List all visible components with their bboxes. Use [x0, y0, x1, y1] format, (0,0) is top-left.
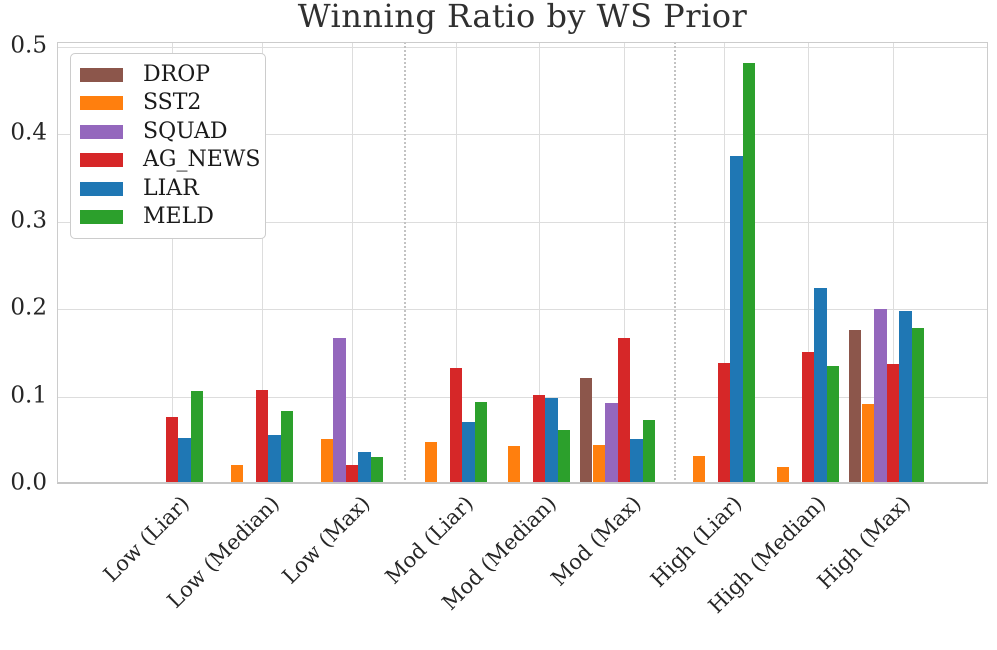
bar-ag-news-low-median [255, 389, 269, 484]
bar-ag-news-low-max [345, 464, 359, 484]
bar-sst2-high-max [861, 403, 875, 484]
bar-liar-mod-max [630, 439, 643, 484]
bar-liar-low-liar [178, 437, 191, 484]
bar-squad-low-max [333, 338, 346, 484]
bar-meld-low-median [280, 410, 294, 484]
legend-swatch-liar [80, 181, 123, 196]
bar-sst2-mod-liar [424, 442, 438, 484]
h-gridline-0.2 [57, 309, 988, 311]
v-gridline-mod-liar [456, 42, 457, 484]
legend-label-sst2: SST2 [143, 90, 202, 116]
bar-squad-high-max [874, 309, 887, 484]
x-tick-label-mod-max: Mod (Max) [546, 491, 647, 591]
legend-label-liar: LIAR [143, 175, 199, 201]
bar-sst2-mod-max [592, 444, 606, 484]
bar-liar-mod-median [545, 398, 558, 484]
bar-sst2-mod-median [507, 445, 521, 484]
y-tick-label-0-2: 0.2 [10, 294, 47, 321]
cluster-separator-1 [403, 42, 406, 484]
v-gridline-high-median [808, 42, 809, 484]
bar-sst2-high-median [776, 467, 790, 484]
bar-ag-news-high-max [886, 364, 900, 484]
bar-ag-news-mod-max [617, 338, 631, 484]
legend: DROP SST2 SQUAD AG_NEWS LIAR MELD [70, 53, 266, 239]
bar-liar-low-max [358, 451, 371, 484]
legend-swatch-meld [80, 209, 123, 224]
bar-drop-high-max [848, 330, 862, 484]
bar-meld-mod-liar [474, 401, 488, 484]
legend-item-drop: DROP [80, 64, 255, 86]
bar-meld-mod-max [642, 420, 656, 484]
y-tick-label-0-1: 0.1 [10, 382, 47, 409]
v-gridline-mod-max [624, 42, 625, 484]
bar-ag-news-high-liar [717, 363, 731, 484]
legend-swatch-squad [80, 124, 123, 139]
h-gridline-0.4 [57, 134, 988, 136]
legend-label-ag-news: AG_NEWS [143, 147, 261, 173]
bar-ag-news-high-median [801, 352, 815, 484]
legend-label-squad: SQUAD [143, 118, 228, 144]
bar-liar-low-median [268, 435, 281, 484]
bar-meld-low-max [370, 456, 384, 484]
bar-meld-low-liar [190, 391, 204, 484]
v-gridline-low-median [262, 42, 263, 484]
bar-meld-high-liar [742, 62, 756, 484]
x-tick-label-low-max: Low (Max) [277, 491, 375, 589]
x-tick-label-low-liar: Low (Liar) [98, 491, 195, 587]
bar-drop-mod-max [579, 378, 593, 484]
bar-ag-news-low-liar [165, 416, 179, 484]
y-tick-label-0-4: 0.4 [10, 119, 47, 146]
legend-swatch-drop [80, 68, 123, 82]
legend-swatch-sst2 [80, 96, 123, 111]
chart-title: Winning Ratio by WS Prior [297, 0, 748, 35]
v-gridline-mod-median [539, 42, 540, 484]
cluster-separator-2 [673, 42, 676, 484]
bar-liar-mod-liar [462, 421, 475, 484]
v-gridline-high-liar [724, 42, 725, 484]
bar-sst2-low-median [230, 464, 244, 484]
v-gridline-low-max [352, 42, 353, 484]
legend-swatch-ag-news [80, 153, 123, 168]
legend-item-squad: SQUAD [80, 118, 255, 144]
bar-ag-news-mod-median [532, 394, 546, 484]
plot-area [57, 42, 988, 484]
v-gridline-low-liar [172, 42, 173, 484]
bar-meld-mod-median [557, 429, 571, 484]
bar-ag-news-mod-liar [449, 367, 463, 484]
bar-sst2-high-liar [692, 456, 706, 484]
bar-squad-mod-max [605, 402, 618, 484]
v-gridline-high-max [893, 42, 894, 484]
y-tick-label-0-5: 0.5 [10, 32, 47, 59]
h-gridline-0.5 [57, 47, 988, 48]
legend-label-drop: DROP [143, 62, 211, 87]
y-tick-label-0-3: 0.3 [10, 207, 47, 234]
legend-item-meld: MELD [80, 203, 255, 229]
bar-liar-high-liar [730, 156, 743, 484]
bar-meld-high-max [911, 328, 925, 484]
legend-item-ag-news: AG_NEWS [80, 149, 260, 171]
legend-label-meld: MELD [143, 203, 214, 229]
h-gridline-0.1 [57, 396, 988, 398]
h-gridline-0.3 [57, 221, 988, 223]
bar-meld-high-median [826, 366, 840, 484]
legend-item-liar: LIAR [80, 175, 255, 201]
bar-liar-high-max [899, 310, 912, 484]
bar-sst2-low-max [320, 439, 334, 484]
bar-liar-high-median [814, 288, 827, 484]
legend-item-sst2: SST2 [80, 92, 255, 114]
y-tick-label-0-0: 0.0 [10, 469, 47, 496]
